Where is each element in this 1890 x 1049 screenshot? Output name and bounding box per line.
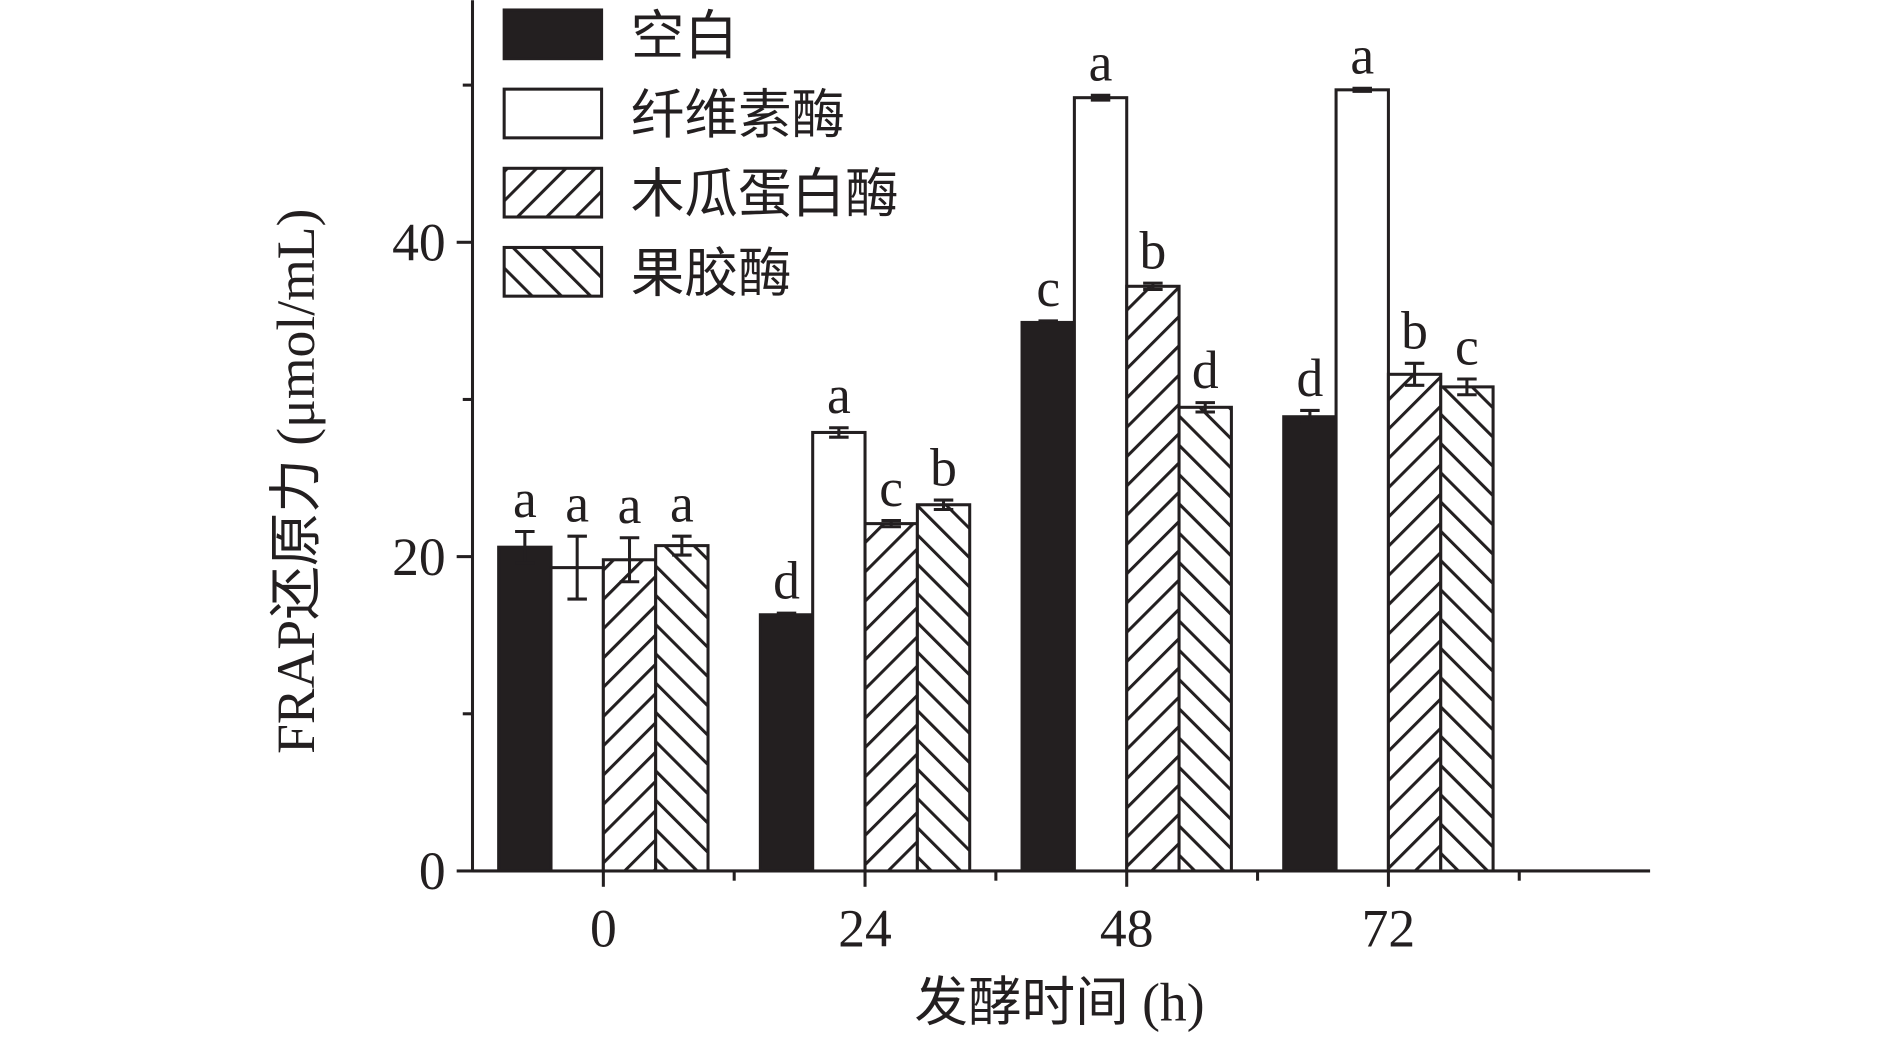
significance-letter: d (773, 551, 800, 611)
error-bar (1143, 281, 1163, 291)
x-tick-label: 0 (590, 898, 617, 958)
bar (1334, 88, 1390, 873)
significance-letter: b (930, 437, 957, 497)
bar (654, 544, 710, 873)
error-bar (619, 536, 640, 584)
y-tick-label: 0 (419, 841, 446, 901)
error-bar (1195, 401, 1215, 414)
significance-letter: d (1297, 348, 1324, 408)
error-bar (1404, 361, 1425, 387)
significance-letter: a (618, 475, 642, 535)
legend-swatch (502, 8, 604, 61)
error-bar (829, 426, 849, 439)
x-tick-label: 48 (1100, 898, 1154, 958)
bar (1282, 415, 1338, 873)
error-bar (515, 529, 535, 565)
error-bar (1300, 408, 1320, 425)
significance-letter: a (1350, 26, 1374, 86)
significance-letter: a (827, 365, 851, 425)
bar (497, 545, 553, 873)
bar (915, 503, 972, 873)
bar (1386, 372, 1443, 873)
legend-label: 果胶酶 (631, 243, 792, 303)
error-bar (672, 534, 692, 557)
legend-label: 木瓜蛋白酶 (631, 164, 899, 224)
significance-letter: d (1192, 340, 1219, 400)
error-bar (567, 534, 587, 601)
bar (549, 566, 605, 873)
significance-letter: a (565, 474, 589, 534)
legend-label: 纤维素酶 (631, 85, 845, 145)
bar (1125, 284, 1181, 873)
error-bar (1090, 93, 1111, 102)
bar (758, 613, 815, 873)
bar (1439, 385, 1495, 873)
significance-letter: b (1139, 221, 1166, 281)
legend-swatch (502, 87, 604, 140)
bar (811, 430, 867, 873)
legend-swatch (502, 245, 604, 298)
legend-label: 空白 (631, 6, 738, 66)
significance-letter: a (513, 469, 537, 529)
legend-swatch (502, 166, 604, 219)
bar (1177, 405, 1233, 873)
bar (1072, 96, 1129, 873)
bar (863, 522, 919, 873)
error-bar (1352, 86, 1372, 93)
y-tick-label: 20 (392, 527, 446, 587)
significance-letter: b (1401, 301, 1428, 361)
x-tick-label: 24 (838, 898, 892, 958)
bar (601, 558, 658, 873)
error-bar (881, 518, 901, 529)
significance-letter: c (879, 458, 903, 518)
error-bar (776, 611, 797, 618)
significance-letter: a (1089, 33, 1113, 93)
error-bar (1457, 377, 1477, 397)
significance-letter: a (670, 474, 694, 534)
y-axis-label: FRAP还原力 (μmol/mL) (266, 209, 326, 754)
significance-letter: c (1036, 258, 1060, 318)
significance-letter: c (1455, 316, 1479, 376)
x-axis-label: 发酵时间 (h) (914, 973, 1204, 1033)
x-tick-label: 72 (1362, 898, 1416, 958)
error-bar (933, 498, 954, 511)
y-tick-label: 40 (392, 213, 446, 273)
error-bar (1038, 319, 1058, 326)
bar (1020, 320, 1076, 873)
